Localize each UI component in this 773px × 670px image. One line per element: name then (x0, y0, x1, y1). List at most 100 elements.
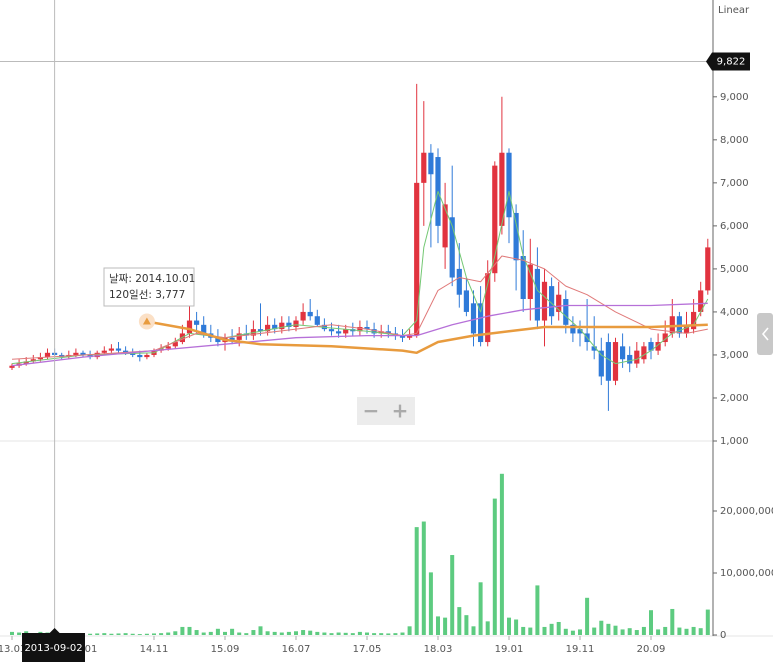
candle-body (108, 348, 114, 351)
x-tick-label: 13.03 (0, 644, 26, 655)
volume-bar (379, 633, 384, 635)
volume-bar (365, 632, 369, 635)
volume-bar (201, 632, 206, 635)
volume-bar (350, 633, 355, 635)
zoom-button[interactable]: − (363, 399, 380, 423)
candle-body (627, 354, 633, 364)
volume-bar (499, 473, 504, 635)
x-tick-label: 20.09 (637, 644, 666, 655)
x-tick-label: 14.11 (140, 644, 169, 655)
candle-body (485, 273, 491, 343)
volume-bar (663, 626, 668, 635)
volume-bar (464, 615, 469, 635)
crosshair-date-box (22, 628, 85, 662)
candle-body (577, 329, 583, 334)
volume-bar (592, 627, 597, 635)
volume-bar (251, 630, 256, 635)
volume-bar (563, 628, 568, 635)
candle-body (570, 324, 576, 334)
candle-body (215, 337, 221, 343)
candle-body (300, 311, 306, 321)
candle-body (364, 326, 370, 330)
volume-bar (144, 633, 149, 635)
candle-body (442, 204, 448, 248)
tooltip-marker (142, 317, 151, 325)
volume-bar (627, 628, 632, 635)
volume-bar (535, 585, 540, 635)
volume-bar (698, 628, 703, 635)
volume-bar (585, 597, 590, 635)
volume-bar (450, 555, 455, 635)
volume-bar (230, 628, 235, 635)
volume-bar (414, 527, 419, 635)
candle-body (428, 152, 434, 175)
volume-bar (436, 616, 440, 635)
side-tab[interactable] (757, 313, 773, 355)
candle-body (336, 331, 342, 334)
volume-bar (606, 623, 611, 635)
volume-bar (407, 626, 412, 635)
x-tick-label: 19.01 (495, 644, 524, 655)
candle-body (343, 329, 349, 334)
candle-body (634, 350, 640, 364)
candle-body (385, 331, 391, 334)
candle-body (612, 342, 619, 381)
volume-bar (705, 609, 710, 635)
candle-body (194, 320, 200, 325)
candle-body (37, 357, 43, 360)
candle-body (229, 337, 235, 340)
volume-bar (223, 631, 227, 635)
candle-body (30, 359, 36, 362)
volume-bar (670, 608, 675, 635)
candle-body (591, 346, 597, 351)
candle-body (598, 350, 604, 377)
x-tick-label: 16.07 (282, 644, 311, 655)
side-tab-bg[interactable] (757, 313, 773, 355)
candle-body (307, 311, 313, 317)
scale-label: Linear (718, 5, 750, 16)
moving-average-line (11, 191, 709, 365)
volume-bar (457, 607, 462, 635)
volume-bar (528, 627, 533, 635)
candle-body (80, 352, 86, 355)
y-tick-label: 8,000 (720, 135, 749, 146)
volume-bar (166, 632, 171, 635)
volume-bar (471, 626, 476, 635)
volume-bar (485, 621, 490, 635)
volume-bar (492, 498, 497, 635)
zoom-button[interactable]: + (392, 399, 409, 423)
volume-bar (372, 633, 377, 635)
crosshair-date-label: 2013-09-02 (24, 643, 82, 654)
volume-bar (116, 633, 121, 635)
volume-bar (428, 572, 433, 635)
candle-body (691, 311, 697, 330)
volume-bar (102, 633, 107, 635)
y-tick-label: 4,000 (720, 307, 749, 318)
volume-bar (244, 633, 249, 635)
candle-body (293, 320, 299, 327)
volume-bar (684, 628, 689, 635)
volume-bar (187, 626, 192, 635)
candle-body (527, 264, 533, 300)
volume-tick-label: 10,000,000 (720, 568, 773, 579)
side-tab-arrow[interactable] (761, 327, 769, 341)
volume-bar (308, 630, 313, 635)
candle-body (265, 324, 271, 332)
volume-bar (578, 629, 582, 635)
volume-bar (556, 621, 561, 635)
volume-bar (400, 632, 405, 635)
candle-body (683, 324, 690, 334)
candle-body (456, 268, 462, 295)
candle-body (23, 361, 29, 364)
volume-tick-label: 0 (720, 630, 726, 641)
candle-body (698, 290, 704, 312)
volume-bar (521, 626, 526, 635)
candle-body (44, 352, 51, 358)
candle-body (9, 365, 15, 368)
volume-bar (322, 632, 327, 635)
y-tick-label: 3,000 (720, 350, 749, 361)
candle-body (648, 342, 654, 351)
volume-bar (279, 632, 284, 635)
candle-body (541, 281, 548, 321)
